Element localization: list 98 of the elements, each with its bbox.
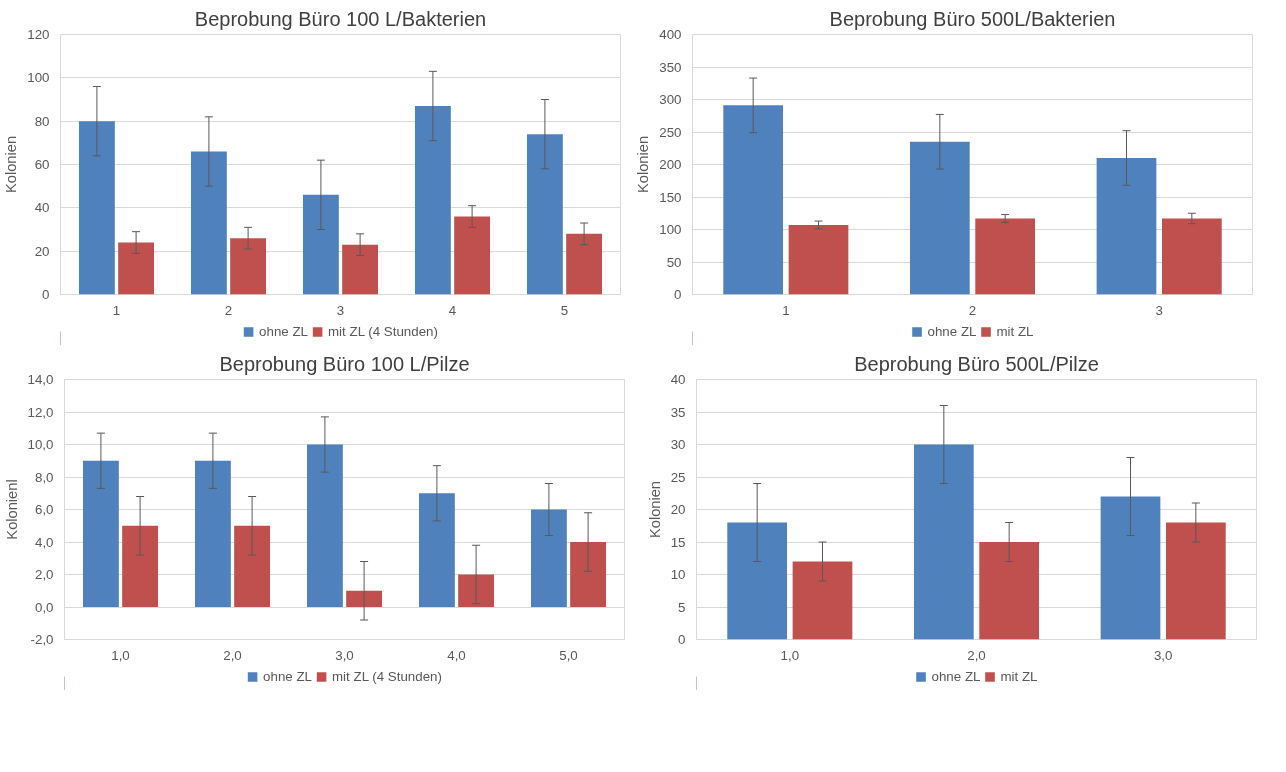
y-tick-label: 400 xyxy=(659,27,682,42)
y-tick-label: 25 xyxy=(670,469,686,485)
chart-title: Beprobung Büro 500L/Bakterien xyxy=(829,7,1116,30)
x-tick-label: 1,0 xyxy=(780,647,800,663)
bar xyxy=(82,460,119,607)
x-tick-label: 2 xyxy=(224,302,233,318)
bar xyxy=(1161,218,1222,295)
y-tick-label: 0,0 xyxy=(34,599,54,615)
x-tick-label: 2,0 xyxy=(223,647,242,663)
bar xyxy=(566,233,603,295)
x-tick-label: 2 xyxy=(968,302,977,318)
y-tick-label: 300 xyxy=(659,92,682,107)
x-tick-label: 4,0 xyxy=(447,647,466,663)
x-tick-label: 2,0 xyxy=(967,647,986,663)
bar xyxy=(454,216,491,295)
bar xyxy=(194,460,231,607)
bar xyxy=(909,141,970,295)
y-tick-label: 150 xyxy=(659,189,682,205)
y-tick-label: 100 xyxy=(659,222,682,237)
y-tick-label: 120 xyxy=(27,27,50,42)
y-tick-label: 8,0 xyxy=(34,469,54,485)
x-tick-label: 5,0 xyxy=(559,647,578,663)
legend-label: mit ZL xyxy=(996,323,1034,339)
y-tick-label: 250 xyxy=(659,124,682,140)
bar xyxy=(234,525,271,607)
chart-title: Beprobung Büro 100 L/Pilze xyxy=(219,352,470,375)
legend-label: ohne ZL xyxy=(263,668,313,684)
bar xyxy=(458,574,495,607)
y-tick-label: 100 xyxy=(27,70,50,86)
y-tick-label: 10 xyxy=(670,567,686,582)
bar xyxy=(913,444,974,640)
x-tick-label: 1,0 xyxy=(111,647,130,663)
bar xyxy=(78,121,115,295)
legend-label: ohne ZL xyxy=(259,323,309,339)
bar xyxy=(723,105,784,295)
bar xyxy=(526,134,563,295)
legend-label: ohne ZL xyxy=(927,323,977,339)
y-tick-label: 15 xyxy=(670,534,686,550)
x-tick-label: 1 xyxy=(112,302,121,318)
legend-label: ohne ZL xyxy=(931,668,981,684)
x-tick-label: 3,0 xyxy=(1153,647,1173,663)
y-axis-title: Kolonien xyxy=(646,480,663,539)
x-tick-label: 3,0 xyxy=(335,647,354,663)
y-tick-label: 350 xyxy=(659,59,682,75)
x-tick-label: 3 xyxy=(1155,302,1163,318)
bar xyxy=(788,224,849,295)
y-axis-title: Kolonien xyxy=(3,135,20,194)
y-tick-label: 60 xyxy=(34,157,50,172)
chart-title: Beprobung Büro 500L/Pilze xyxy=(854,352,1099,375)
bar xyxy=(1096,158,1157,295)
y-tick-label: 20 xyxy=(34,243,50,259)
x-tick-label: 5 xyxy=(560,302,569,318)
y-tick-label: 0 xyxy=(42,287,50,302)
legend-label: mit ZL (4 Stunden) xyxy=(332,668,442,684)
y-tick-label: 0 xyxy=(674,287,682,302)
y-axis-title: Kolonienl xyxy=(3,479,20,540)
bar xyxy=(118,242,155,295)
bar xyxy=(418,493,455,607)
y-tick-label: 80 xyxy=(34,113,50,129)
y-tick-label: 35 xyxy=(670,404,686,420)
bar xyxy=(346,590,383,607)
bar xyxy=(570,542,607,607)
y-tick-label: 14,0 xyxy=(27,372,54,387)
y-tick-label: 200 xyxy=(659,157,682,172)
y-tick-label: 30 xyxy=(670,437,686,452)
y-tick-label: 4,0 xyxy=(34,534,54,550)
bar xyxy=(342,244,379,295)
x-tick-label: 4 xyxy=(448,302,457,318)
y-tick-label: 12,0 xyxy=(27,404,54,420)
y-tick-label: 20 xyxy=(670,502,686,517)
chart-title: Beprobung Büro 100 L/Bakterien xyxy=(194,7,487,30)
bar xyxy=(727,522,788,640)
y-tick-label: -2,0 xyxy=(30,632,54,647)
bar xyxy=(230,238,267,295)
y-tick-label: 6,0 xyxy=(34,502,54,517)
bar xyxy=(979,542,1040,640)
legend-label: mit ZL xyxy=(1000,668,1038,684)
bar xyxy=(530,509,567,607)
bar xyxy=(1100,496,1161,640)
x-tick-label: 3 xyxy=(336,302,345,318)
y-tick-label: 0 xyxy=(678,632,686,647)
legend-label: mit ZL (4 Stunden) xyxy=(328,323,438,339)
y-tick-label: 2,0 xyxy=(34,567,54,582)
bar xyxy=(302,194,339,295)
x-tick-label: 1 xyxy=(782,302,790,318)
y-tick-label: 10,0 xyxy=(27,437,54,452)
bar xyxy=(306,444,343,607)
y-tick-label: 5 xyxy=(678,599,686,615)
bar xyxy=(792,561,853,640)
bar xyxy=(414,106,451,295)
bar xyxy=(1165,522,1226,640)
bar xyxy=(190,151,227,295)
y-tick-label: 50 xyxy=(666,254,682,270)
y-tick-label: 40 xyxy=(670,372,686,387)
bar xyxy=(122,525,159,607)
y-axis-title: Kolonien xyxy=(635,135,652,194)
bar xyxy=(975,218,1036,295)
y-tick-label: 40 xyxy=(34,200,50,216)
